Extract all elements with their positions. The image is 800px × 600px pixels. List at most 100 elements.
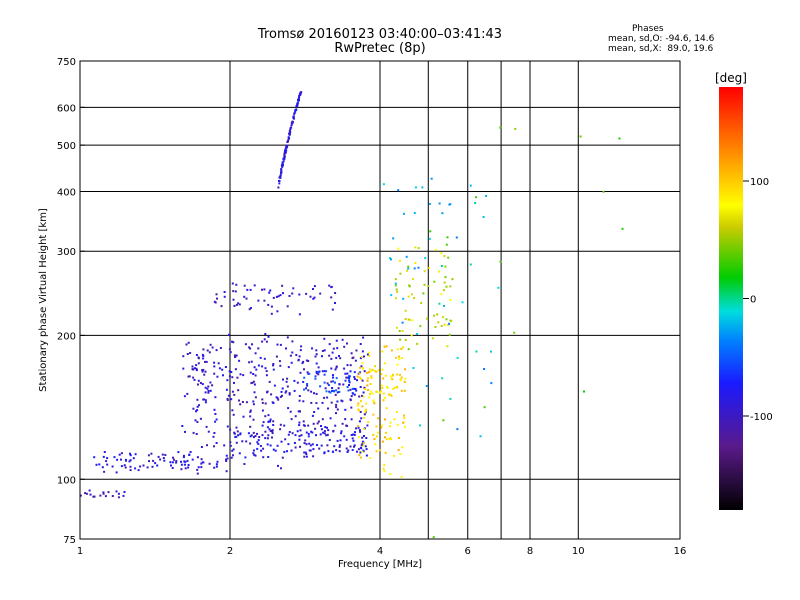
data-point bbox=[449, 285, 452, 288]
data-point bbox=[419, 325, 422, 328]
data-point bbox=[388, 437, 391, 440]
data-point bbox=[378, 391, 381, 394]
data-point bbox=[483, 368, 486, 370]
data-point bbox=[280, 440, 283, 443]
data-point bbox=[291, 120, 294, 123]
data-point bbox=[321, 418, 324, 421]
data-point bbox=[323, 373, 326, 376]
data-point bbox=[358, 429, 361, 432]
data-point bbox=[271, 432, 274, 435]
data-point bbox=[224, 366, 227, 368]
data-point bbox=[443, 281, 446, 284]
data-point bbox=[390, 349, 393, 352]
data-point bbox=[373, 402, 376, 405]
data-point bbox=[123, 491, 126, 493]
data-point bbox=[321, 350, 324, 352]
data-point bbox=[483, 406, 486, 409]
data-point bbox=[264, 415, 267, 418]
data-point bbox=[447, 256, 450, 259]
data-point bbox=[356, 450, 358, 453]
data-point bbox=[377, 369, 380, 372]
data-point bbox=[232, 298, 235, 301]
data-point bbox=[384, 451, 387, 454]
data-point bbox=[249, 442, 252, 445]
data-point bbox=[294, 434, 297, 437]
data-point bbox=[116, 458, 119, 461]
data-point bbox=[319, 292, 322, 295]
data-point bbox=[369, 393, 371, 396]
data-point bbox=[286, 450, 288, 453]
data-point bbox=[216, 460, 219, 463]
y-tick-label: 600 bbox=[57, 103, 76, 114]
data-point bbox=[332, 430, 335, 433]
data-point bbox=[361, 440, 364, 443]
data-point bbox=[201, 383, 204, 386]
data-point bbox=[106, 463, 109, 466]
data-point bbox=[229, 441, 232, 444]
data-point bbox=[390, 394, 393, 397]
data-point bbox=[443, 323, 446, 326]
data-point bbox=[279, 364, 282, 367]
data-point bbox=[414, 246, 417, 249]
data-point bbox=[335, 403, 338, 406]
data-point bbox=[129, 459, 132, 462]
data-point bbox=[345, 438, 348, 441]
data-point bbox=[279, 428, 282, 431]
data-point bbox=[429, 230, 432, 233]
data-point bbox=[413, 297, 416, 299]
data-point bbox=[353, 371, 356, 374]
data-point bbox=[268, 380, 271, 383]
data-point bbox=[434, 326, 437, 328]
data-point bbox=[317, 407, 320, 410]
data-point bbox=[396, 363, 399, 366]
data-point bbox=[213, 365, 216, 368]
data-point bbox=[253, 453, 256, 456]
data-point bbox=[442, 289, 445, 292]
data-point bbox=[344, 418, 347, 421]
data-point bbox=[253, 383, 256, 386]
data-point bbox=[362, 367, 364, 370]
data-point bbox=[252, 400, 255, 403]
data-point bbox=[347, 389, 350, 392]
data-point bbox=[434, 248, 437, 251]
data-point bbox=[269, 420, 272, 423]
data-point bbox=[267, 420, 270, 423]
data-point bbox=[346, 386, 349, 388]
data-point bbox=[225, 388, 228, 391]
data-point bbox=[312, 422, 315, 425]
data-point bbox=[335, 406, 338, 409]
data-point bbox=[329, 417, 332, 420]
data-point bbox=[193, 378, 196, 381]
data-point bbox=[239, 403, 242, 406]
data-point bbox=[235, 354, 238, 357]
data-point bbox=[346, 451, 349, 453]
data-point bbox=[275, 355, 278, 358]
data-point bbox=[383, 464, 386, 467]
data-point bbox=[376, 431, 379, 434]
data-point bbox=[107, 491, 110, 494]
data-point bbox=[359, 451, 362, 454]
data-point bbox=[282, 292, 284, 295]
data-point bbox=[283, 424, 286, 427]
data-point bbox=[358, 372, 361, 375]
data-point bbox=[330, 401, 333, 404]
data-point bbox=[263, 299, 266, 302]
data-point bbox=[214, 396, 217, 399]
data-point bbox=[206, 349, 209, 352]
data-point bbox=[268, 291, 271, 294]
data-point bbox=[262, 447, 265, 450]
data-point bbox=[213, 372, 216, 375]
data-point bbox=[374, 365, 377, 368]
data-point bbox=[293, 389, 296, 392]
data-point bbox=[406, 269, 409, 272]
data-point bbox=[399, 373, 401, 376]
data-point bbox=[279, 294, 282, 297]
data-point bbox=[338, 445, 341, 448]
data-point bbox=[226, 399, 229, 401]
data-point bbox=[621, 227, 624, 230]
data-point bbox=[298, 313, 301, 316]
data-point bbox=[367, 389, 370, 391]
data-point bbox=[235, 435, 238, 438]
data-point bbox=[93, 456, 96, 459]
data-point bbox=[162, 457, 165, 459]
